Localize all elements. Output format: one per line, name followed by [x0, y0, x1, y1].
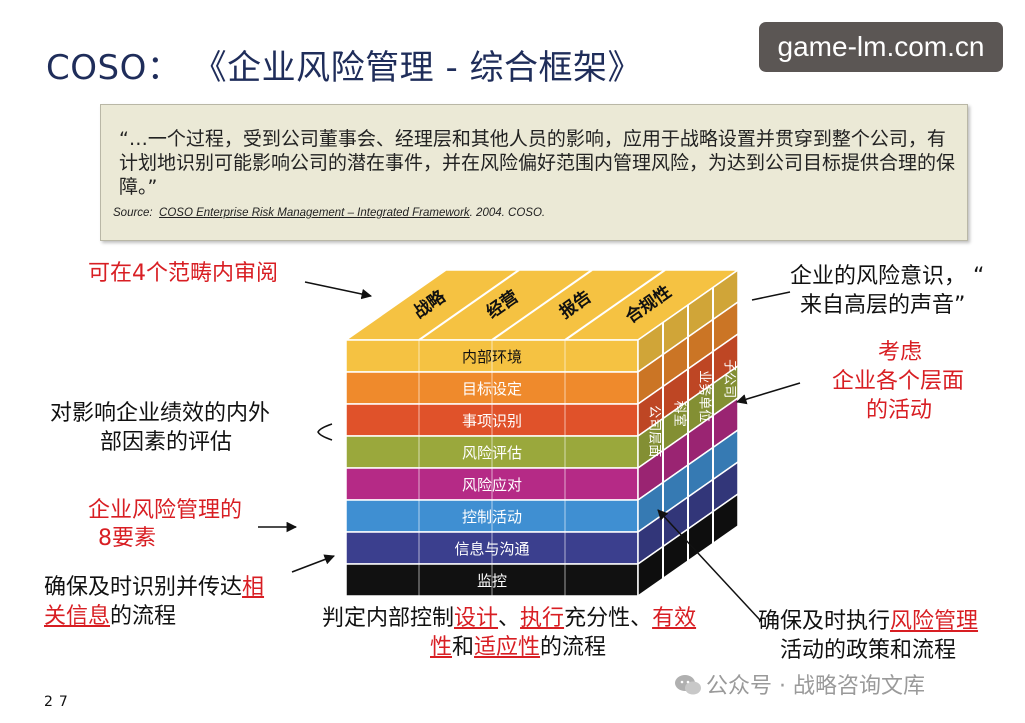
annotation-risk-culture-line2: 来自高层的声音”	[800, 293, 966, 318]
annotation-levels-line3: 的活动	[866, 398, 933, 423]
source-tail: . 2004. COSO.	[469, 207, 546, 219]
annotation-eight-elements-line2: 8要素	[98, 526, 156, 551]
cube-side-label: 业务单位	[697, 370, 713, 422]
annotation-levels-line2: 企业各个层面	[832, 369, 965, 394]
source-title: COSO Enterprise Risk Management – Integr…	[159, 207, 470, 219]
definition-quote-box: “…一个过程，受到公司董事会、经理层和其他人员的影响，应用于战略设置并贯穿到整个…	[100, 104, 968, 241]
cube-top-divider	[418, 269, 520, 341]
cube-top-divider	[564, 269, 666, 341]
annotation-policy-line2: 活动的政策和流程	[780, 638, 957, 663]
cube-side-label: 子公司	[722, 359, 737, 398]
annotation-risk-culture-line1: 企业的风险意识， “	[790, 264, 985, 289]
arrow-right-mid	[735, 382, 801, 405]
quote-text: “…一个过程，受到公司董事会、经理层和其他人员的影响，应用于战略设置并贯穿到整个…	[119, 128, 956, 198]
annotation-policy-line1: 确保及时执行风险管理	[758, 609, 979, 634]
coso-cube: 战略 经营 报告 合规性内部环境目标设定事项识别风险评估风险应对控制活动信息与沟通监控…	[343, 268, 741, 598]
page-number: 27	[44, 694, 74, 710]
annotation-information-line1: 确保及时识别并传达相	[44, 575, 265, 600]
arrow-top-right	[751, 291, 791, 301]
page-title: COSO： 《企业风险管理 - 综合框架》	[46, 48, 643, 88]
cube-side-label: 科室	[672, 401, 688, 427]
arrow-top-left	[304, 281, 373, 300]
annotation-control-line1: 判定内部控制设计、执行充分性、有效	[322, 606, 697, 631]
annotation-control-line2: 性和适应性的流程	[430, 635, 607, 660]
arrow-left-info	[291, 554, 335, 573]
wechat-watermark: 公众号 · 战略咨询文库	[674, 668, 925, 700]
quote-source: Source: COSO Enterprise Risk Management …	[113, 207, 545, 219]
arrow-right-bottom	[657, 509, 761, 621]
annotation-levels-line1: 考虑	[878, 340, 923, 365]
annotation-four-categories: 可在4个范畴内审阅	[88, 261, 278, 286]
site-watermark: game-lm.com.cn	[759, 22, 1003, 72]
annotation-information-line2: 关信息的流程	[44, 604, 177, 629]
cube-top-divider	[491, 269, 593, 341]
brace-left	[317, 423, 333, 441]
source-label: Source:	[113, 207, 153, 219]
annotation-eight-elements-line1: 企业风险管理的	[88, 498, 243, 523]
annotation-evaluation-line2: 部因素的评估	[100, 430, 233, 455]
annotation-evaluation-line1: 对影响企业绩效的内外	[50, 401, 271, 426]
cube-side-label: 公司层面	[647, 405, 662, 457]
wechat-icon	[675, 675, 701, 695]
